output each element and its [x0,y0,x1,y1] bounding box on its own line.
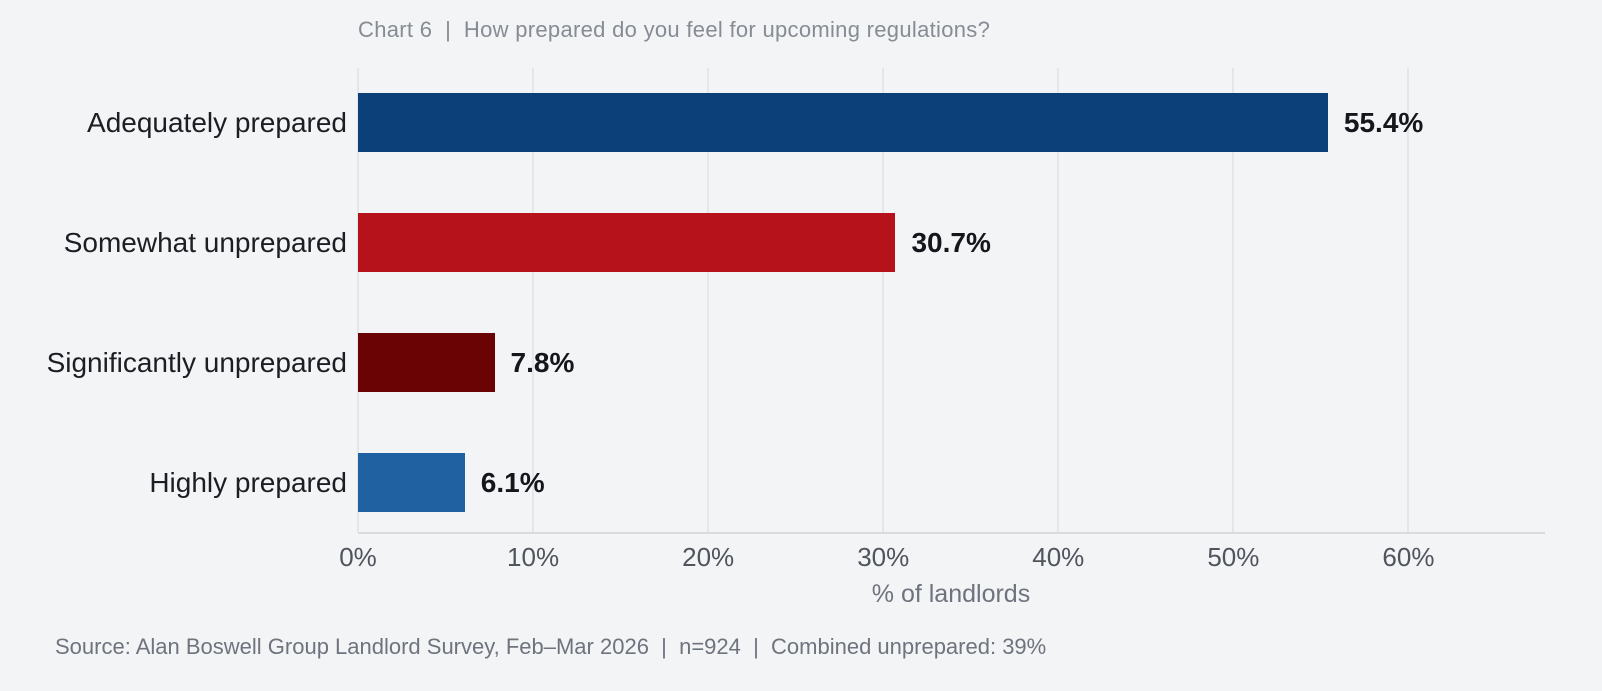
category-label: Somewhat unprepared [63,226,347,258]
gridline [1407,68,1410,532]
value-label: 55.4% [1343,106,1424,138]
bar-row: Somewhat unprepared 30.7% [64,183,1545,303]
category-label: Highly prepared [149,466,347,498]
bar[interactable] [358,332,495,392]
gridline [1232,68,1235,532]
gridline [1057,68,1060,532]
x-tick-label: 20% [682,542,735,572]
x-tick-label: 50% [1207,542,1260,572]
x-tick-label: 0% [339,542,377,572]
value-label: 7.8% [510,346,575,378]
x-axis-label: % of landlords [871,580,1031,608]
bar-row: Significantly unprepared 7.8% [47,303,1545,423]
x-tick-label: 40% [1032,542,1085,572]
gridline [707,68,710,532]
plot-area: 0% 10% 20% 30% 40% 50% 60% Adequately prepared 5… [47,68,1545,572]
bar[interactable] [358,452,465,512]
category-label: Significantly unprepared [46,346,347,378]
x-tick-label: 10% [507,542,560,572]
gridline [882,68,885,532]
gridline [532,68,535,532]
bar[interactable] [358,212,896,272]
value-label: 6.1% [480,466,545,498]
chart-title: Chart 6 | How prepared do you feel for u… [358,17,991,42]
bar-row: Adequately prepared 55.4% [87,63,1545,183]
gridline [357,68,359,532]
x-tick-label: 30% [857,542,910,572]
category-label: Adequately prepared [87,106,347,138]
value-label: 30.7% [911,226,991,258]
bar-row: Highly prepared 6.1% [149,423,1545,543]
source-note: Source: Alan Boswell Group Landlord Surv… [55,634,1047,659]
x-tick-label: 60% [1382,542,1435,572]
bar[interactable] [358,92,1328,152]
